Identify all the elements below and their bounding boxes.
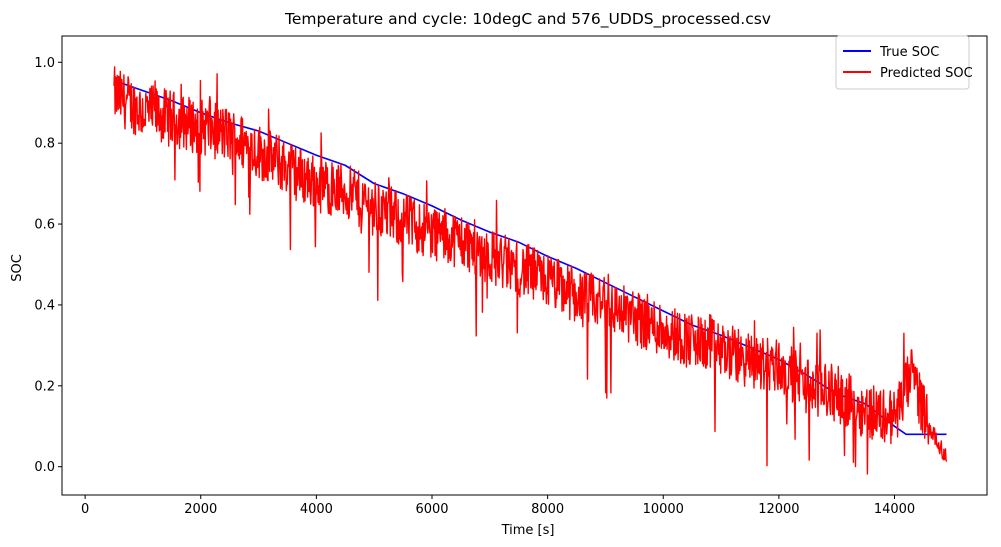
plot-frame bbox=[61, 35, 988, 496]
x-tick-label: 6000 bbox=[415, 502, 448, 517]
y-tick-label: 0.4 bbox=[34, 298, 55, 313]
x-axis-ticks: 0 2000 4000 6000 8000 10000 12000 14000 bbox=[81, 495, 915, 517]
legend: True SOC Predicted SOC bbox=[835, 35, 973, 90]
y-tick-label: 0.8 bbox=[34, 137, 55, 152]
y-axis-label: SOC bbox=[10, 254, 25, 282]
y-tick-label: 0.6 bbox=[34, 218, 55, 233]
y-tick-label: 0.2 bbox=[34, 379, 55, 394]
legend-box bbox=[835, 35, 970, 90]
y-tick-label: 1.0 bbox=[34, 56, 55, 71]
x-tick-label: 0 bbox=[81, 502, 89, 517]
x-tick-label: 8000 bbox=[531, 502, 564, 517]
y-tick-label: 0.0 bbox=[34, 460, 55, 475]
x-tick-label: 4000 bbox=[300, 502, 333, 517]
x-tick-label: 14000 bbox=[874, 502, 915, 517]
x-tick-label: 12000 bbox=[758, 502, 799, 517]
legend-label-predicted-soc: Predicted SOC bbox=[880, 66, 973, 81]
series-line-predicted-soc bbox=[113, 66, 948, 475]
x-tick-label: 2000 bbox=[184, 502, 217, 517]
x-tick-label: 10000 bbox=[643, 502, 684, 517]
chart-title: Temperature and cycle: 10degC and 576_UD… bbox=[284, 10, 771, 29]
y-axis-ticks: 0.0 0.2 0.4 0.6 0.8 1.0 bbox=[34, 56, 62, 475]
plot-lines bbox=[113, 66, 948, 475]
x-axis-label: Time [s] bbox=[501, 523, 555, 538]
legend-label-true-soc: True SOC bbox=[879, 45, 939, 60]
